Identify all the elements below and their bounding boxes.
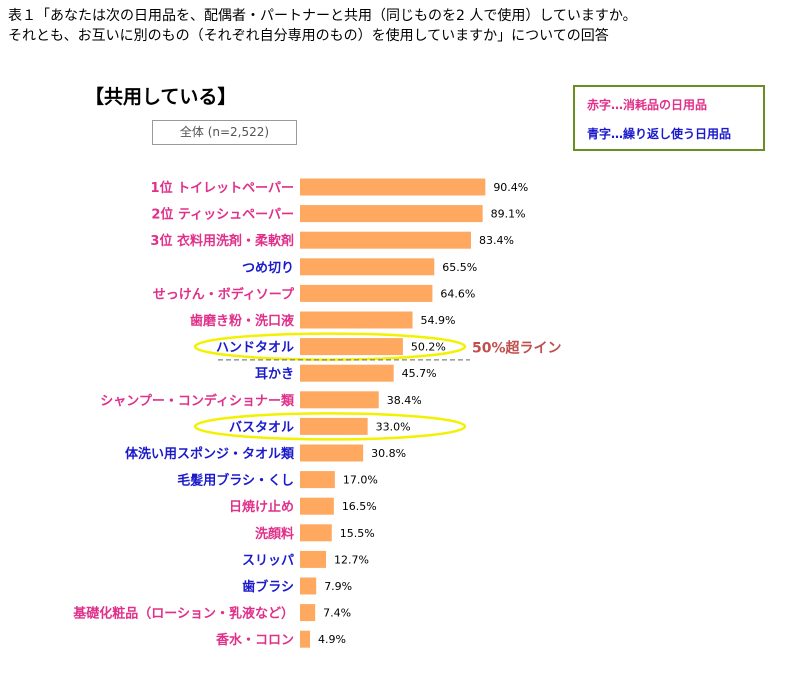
value-label-11: 17.0%: [343, 474, 378, 487]
threshold-label: 50%超ライン: [472, 340, 562, 357]
category-label-11: 毛髪用ブラシ・くし: [177, 473, 294, 489]
bar-12: [300, 497, 334, 515]
bar-2: [300, 231, 471, 249]
value-label-13: 15.5%: [340, 527, 375, 540]
bar-17: [300, 630, 311, 648]
bar-16: [300, 604, 316, 622]
value-label-12: 16.5%: [342, 500, 377, 513]
chart-title-line-1: 表１「あなたは次の日用品を、配偶者・パートナーと共用（同じものを2 人で使用）し…: [8, 8, 637, 24]
highlight-ellipse-9: [193, 412, 467, 441]
category-label-2: 3位 衣料用洗剤・柔軟剤: [150, 233, 294, 249]
bar-0: [300, 178, 486, 196]
bar-8: [300, 391, 379, 409]
bar-9: [300, 417, 368, 435]
legend-box: 赤字…消耗品の日用品 青字…繰り返し使う日用品: [573, 85, 765, 151]
bar-6: [300, 338, 403, 356]
legend-blue-entry: 青字…繰り返し使う日用品: [587, 127, 732, 141]
category-label-9: バスタオル: [229, 420, 294, 435]
bar-3: [300, 258, 435, 276]
category-label-0: 1位 トイレットペーパー: [151, 180, 294, 196]
value-label-14: 12.7%: [334, 553, 369, 566]
category-label-8: シャンプー・コンディショナー類: [100, 393, 295, 409]
value-label-15: 7.9%: [324, 580, 352, 593]
value-label-1: 89.1%: [491, 208, 526, 221]
value-label-4: 64.6%: [440, 287, 475, 300]
bar-4: [300, 284, 433, 302]
category-label-1: 2位 ティッシュペーパー: [151, 207, 294, 223]
value-label-3: 65.5%: [442, 261, 477, 274]
bar-7: [300, 364, 394, 382]
value-label-16: 7.4%: [323, 607, 351, 620]
chart-heading: 【共用している】: [85, 86, 237, 108]
bar-14: [300, 550, 327, 568]
category-label-7: 耳かき: [255, 367, 294, 382]
category-label-5: 歯磨き粉・洗口液: [190, 313, 294, 329]
bar-10: [300, 444, 364, 462]
category-label-13: 洗顔料: [255, 526, 294, 542]
legend-red-entry: 赤字…消耗品の日用品: [587, 98, 708, 112]
category-label-16: 基礎化粧品（ローション・乳液など）: [72, 606, 294, 622]
value-label-7: 45.7%: [402, 367, 437, 380]
value-label-10: 30.8%: [371, 447, 406, 460]
category-label-15: 歯ブラシ: [242, 579, 294, 595]
bar-5: [300, 311, 413, 329]
value-label-0: 90.4%: [493, 181, 528, 194]
bar-15: [300, 577, 317, 595]
category-label-12: 日焼け止め: [229, 499, 294, 515]
value-label-2: 83.4%: [479, 234, 514, 247]
category-label-4: せっけん・ボディソープ: [153, 286, 295, 302]
bar-1: [300, 205, 483, 223]
category-label-17: 香水・コロン: [215, 632, 294, 648]
category-label-6: ハンドタオル: [216, 341, 294, 356]
chart-title-line-2: それとも、お互いに別のもの（それぞれ自分専用のもの）を使用していますか」について…: [8, 28, 609, 44]
bar-13: [300, 524, 332, 542]
category-label-14: スリッパ: [242, 553, 294, 568]
category-label-3: つめ切り: [242, 261, 294, 276]
category-label-10: 体洗い用スポンジ・タオル類: [125, 446, 295, 462]
sample-size-label: 全体 (n=2,522): [152, 120, 297, 145]
bar-11: [300, 471, 335, 489]
value-label-5: 54.9%: [421, 314, 456, 327]
value-label-6: 50.2%: [411, 341, 446, 354]
value-label-9: 33.0%: [376, 420, 411, 433]
value-label-8: 38.4%: [387, 394, 422, 407]
value-label-17: 4.9%: [318, 633, 346, 646]
